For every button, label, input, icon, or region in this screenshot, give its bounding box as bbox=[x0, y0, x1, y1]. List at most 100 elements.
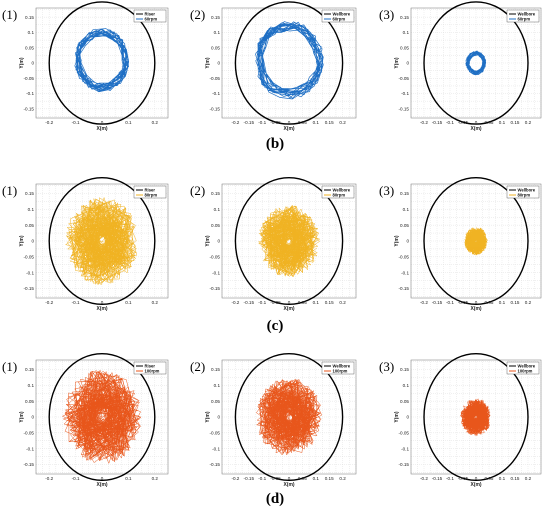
panel-label: (1) bbox=[2, 359, 17, 374]
x-axis-label: X(m) bbox=[470, 306, 481, 312]
x-tick-label: 0.1 bbox=[313, 120, 320, 125]
x-axis-label: X(m) bbox=[470, 482, 481, 488]
y-tick-label: -0.1 bbox=[26, 270, 34, 275]
subfigure-label: (d) bbox=[266, 491, 284, 507]
x-tick-label: 0 bbox=[288, 300, 291, 305]
y-tick-label: 0.1 bbox=[403, 30, 410, 35]
wall-circle bbox=[48, 352, 156, 482]
panel-label: (3) bbox=[379, 7, 394, 22]
y-tick-label: -0.1 bbox=[212, 91, 220, 96]
legend-entry: Wellbore bbox=[333, 363, 351, 368]
y-tick-label: -0.05 bbox=[210, 430, 221, 435]
panel-label: (2) bbox=[190, 7, 205, 22]
x-tick-label: 0.2 bbox=[339, 120, 346, 125]
x-tick-label: 0.15 bbox=[325, 120, 334, 125]
y-tick-label: -0.05 bbox=[399, 254, 410, 259]
y-tick-label: -0.1 bbox=[401, 91, 409, 96]
y-tick-label: 0.05 bbox=[25, 223, 34, 228]
legend-entry: Wellbore bbox=[333, 11, 351, 16]
x-tick-label: 0.1 bbox=[125, 476, 132, 481]
y-tick-label: 0.1 bbox=[214, 30, 221, 35]
x-tick-label: 0.1 bbox=[313, 476, 320, 481]
y-tick-label: 0.05 bbox=[211, 223, 220, 228]
y-axis-label: Y(m) bbox=[19, 411, 25, 422]
panel-label: (1) bbox=[2, 183, 17, 198]
plot-frame bbox=[410, 183, 542, 299]
y-axis-label: Y(m) bbox=[394, 235, 400, 246]
legend-entry: Riser bbox=[145, 187, 156, 192]
wall-circle bbox=[234, 1, 344, 125]
orbit-plot-1-3: -0.2 -0.15 -0.1 -0.05 0 0.05 0.1 0.15 0.20.150.1… bbox=[379, 1, 542, 132]
orbit-trajectory bbox=[256, 379, 322, 456]
y-tick-label: 0.1 bbox=[28, 30, 35, 35]
x-tick-label: 0.1 bbox=[125, 120, 132, 125]
x-tick-label: 0.2 bbox=[339, 476, 346, 481]
orbit-plot-3-2: -0.2 -0.15 -0.1 -0.05 0 0.05 0.1 0.15 0.20.150.1… bbox=[190, 352, 357, 488]
legend-entry: Wellbore bbox=[333, 187, 351, 192]
y-tick-label: 0.05 bbox=[400, 45, 409, 50]
x-tick-label: 0.2 bbox=[525, 120, 532, 125]
panel-label: (3) bbox=[379, 359, 394, 374]
orbit-plot-3-3: -0.2 -0.15 -0.1 -0.05 0 0.05 0.1 0.15 0.20.150.1… bbox=[379, 352, 542, 488]
y-tick-label: 0 bbox=[31, 415, 34, 420]
x-tick-label: -0.2 bbox=[45, 300, 53, 305]
wall-circle bbox=[48, 176, 156, 306]
y-tick-label: -0.15 bbox=[399, 106, 410, 111]
x-tick-label: -0.05 bbox=[458, 120, 469, 125]
subfigure-label: (b) bbox=[266, 136, 284, 152]
x-tick-label: 0.1 bbox=[125, 300, 132, 305]
y-tick-label: -0.1 bbox=[212, 446, 220, 451]
y-tick-label: 0.1 bbox=[214, 207, 221, 212]
y-tick-label: -0.15 bbox=[210, 462, 221, 467]
y-tick-label: -0.15 bbox=[24, 286, 35, 291]
plot-frame bbox=[221, 359, 357, 475]
y-axis-label: Y(m) bbox=[19, 235, 25, 246]
y-tick-label: -0.15 bbox=[399, 462, 410, 467]
legend-entry: Wellbore bbox=[518, 11, 536, 16]
x-tick-label: -0.05 bbox=[270, 120, 281, 125]
wall-circle bbox=[423, 1, 529, 125]
x-tick-label: 0.05 bbox=[485, 300, 494, 305]
y-tick-label: -0.1 bbox=[401, 446, 409, 451]
x-tick-label: -0.05 bbox=[270, 476, 281, 481]
y-tick-label: -0.1 bbox=[212, 270, 220, 275]
x-tick-label: 0.15 bbox=[511, 476, 520, 481]
x-axis-label: X(m) bbox=[96, 482, 107, 488]
legend-entry: 80rpm bbox=[333, 192, 346, 197]
x-tick-label: 0.2 bbox=[339, 300, 346, 305]
x-tick-label: -0.1 bbox=[258, 476, 266, 481]
y-tick-label: -0.15 bbox=[399, 286, 410, 291]
plot-frame bbox=[35, 183, 169, 299]
x-tick-label: 0 bbox=[288, 476, 291, 481]
legend-entry: 80rpm bbox=[518, 192, 531, 197]
y-tick-label: -0.05 bbox=[399, 430, 410, 435]
y-axis-label: Y(m) bbox=[19, 57, 25, 68]
x-tick-label: 0 bbox=[475, 476, 478, 481]
y-axis-label: Y(m) bbox=[205, 57, 211, 68]
x-axis-label: X(m) bbox=[283, 482, 294, 488]
orbit-trajectory bbox=[465, 50, 487, 76]
x-tick-label: 0.15 bbox=[511, 120, 520, 125]
legend-entry: 100rpm bbox=[145, 368, 160, 373]
plot-frame bbox=[410, 359, 542, 475]
legend-entry: 60rpm bbox=[518, 16, 531, 21]
plot-frame bbox=[221, 7, 357, 119]
plot-frame bbox=[35, 359, 169, 475]
y-tick-label: -0.1 bbox=[26, 91, 34, 96]
orbit-plot-1-1: -0.2 -0.1 0 0.1 0.2 0.15 0.1 0.05 0 -0.05 -0.1 -0.1… bbox=[2, 1, 169, 132]
y-tick-label: -0.05 bbox=[399, 76, 410, 81]
x-tick-label: -0.05 bbox=[458, 476, 469, 481]
y-tick-label: -0.1 bbox=[401, 270, 409, 275]
x-tick-label: -0.1 bbox=[446, 300, 454, 305]
y-tick-label: 0.1 bbox=[214, 383, 221, 388]
y-tick-label: 0 bbox=[217, 61, 220, 66]
x-tick-label: 0.1 bbox=[499, 476, 506, 481]
x-tick-label: -0.2 bbox=[45, 120, 53, 125]
y-tick-label: 0.15 bbox=[25, 367, 34, 372]
x-tick-label: 0.2 bbox=[525, 476, 532, 481]
y-tick-label: 0.05 bbox=[400, 399, 409, 404]
x-tick-label: -0.1 bbox=[258, 300, 266, 305]
y-tick-label: 0.05 bbox=[25, 45, 34, 50]
x-tick-label: 0.2 bbox=[525, 300, 532, 305]
x-tick-label: -0.2 bbox=[420, 300, 428, 305]
